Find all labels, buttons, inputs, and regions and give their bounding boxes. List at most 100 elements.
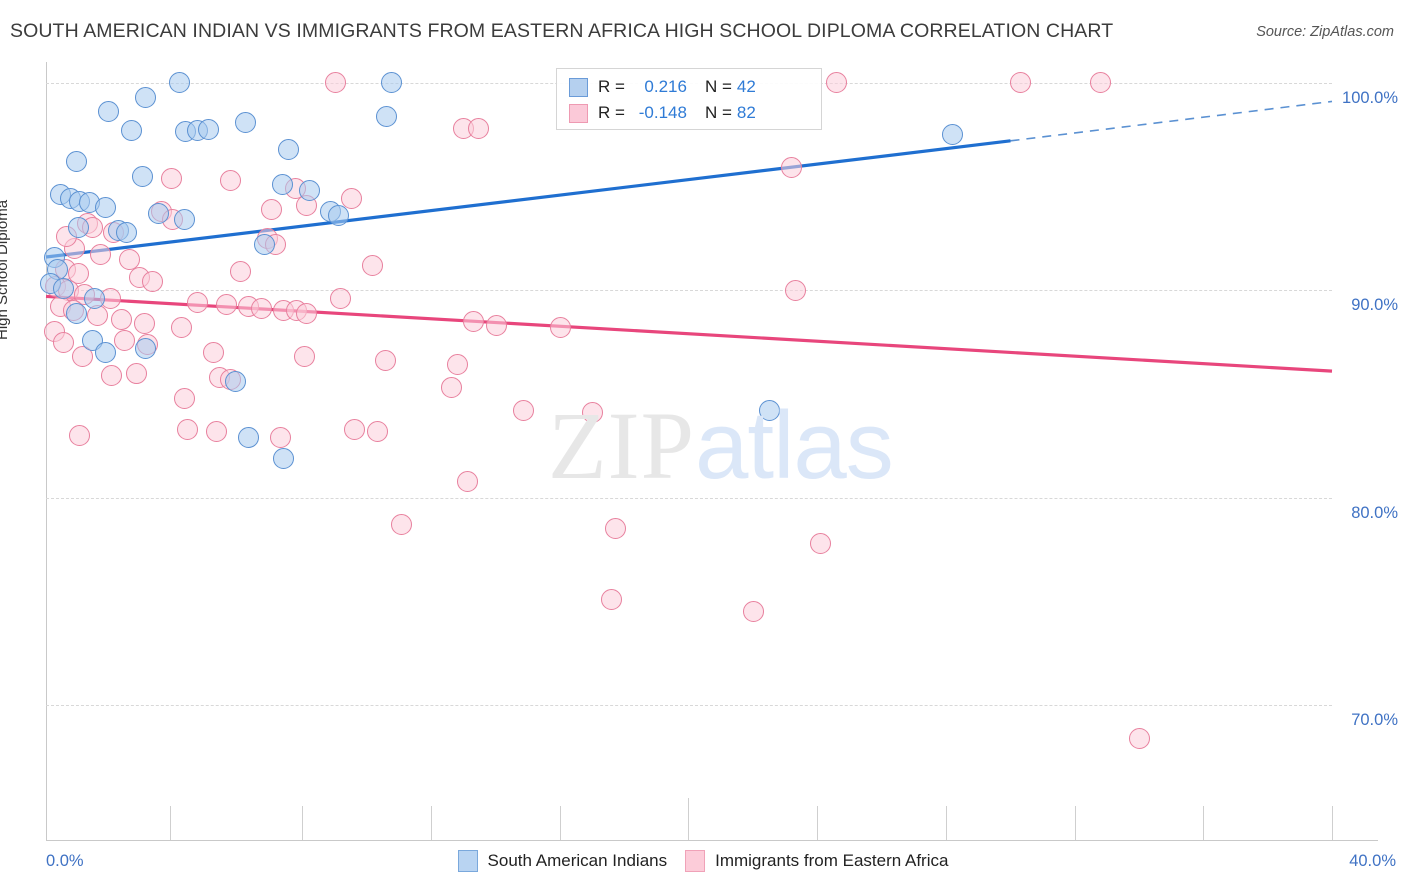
data-point [90, 244, 112, 266]
data-point [131, 165, 153, 187]
y-axis-tick-label: 100.0% [1342, 88, 1398, 107]
data-point [329, 288, 351, 309]
data-point [381, 72, 403, 94]
x-axis-tick [688, 798, 689, 840]
data-point [826, 72, 848, 94]
data-point [344, 418, 366, 440]
series2-r-label: R = [598, 103, 625, 122]
gridline [46, 497, 1332, 499]
data-point [168, 72, 190, 94]
data-point [205, 420, 227, 442]
data-point [173, 387, 195, 409]
data-point [238, 427, 260, 448]
data-point [1128, 727, 1150, 749]
data-point [120, 119, 142, 141]
x-axis-tick [1075, 806, 1076, 840]
legend-swatch-pink-icon [685, 850, 706, 872]
data-point [148, 202, 170, 224]
data-point [67, 263, 89, 285]
data-point [254, 234, 276, 256]
data-point [186, 292, 208, 314]
y-axis-tick-label: 80.0% [1351, 503, 1398, 522]
plot-area [40, 62, 1333, 840]
data-point [114, 329, 136, 351]
data-point [230, 261, 251, 283]
data-point [135, 86, 157, 108]
source-label: Source: ZipAtlas.com [1256, 24, 1394, 40]
data-point [271, 173, 293, 195]
data-point [111, 308, 133, 330]
data-point [173, 209, 195, 231]
data-point [225, 370, 247, 392]
series2-r-value: -0.148 [638, 103, 687, 122]
gridline [46, 290, 1332, 292]
data-point [176, 418, 198, 440]
x-axis-tick [560, 806, 561, 840]
data-point [456, 470, 478, 492]
data-point [67, 217, 89, 239]
series1-r-value: 0.216 [644, 77, 687, 96]
data-point [170, 317, 192, 339]
data-point [447, 354, 469, 376]
series1-swatch-icon [569, 77, 588, 97]
x-axis-tick [302, 806, 303, 840]
data-point [601, 588, 623, 610]
x-axis-tick [1332, 806, 1333, 840]
legend-label-series2: Immigrants from Eastern Africa [715, 851, 949, 870]
data-point [101, 364, 123, 386]
chart-legend: South American Indians Immigrants from E… [0, 850, 1406, 872]
data-point [549, 317, 571, 339]
data-point [215, 294, 237, 316]
series1-n-value: 42 [736, 77, 756, 96]
data-point [94, 341, 116, 363]
data-point [742, 601, 764, 623]
data-point [125, 362, 147, 384]
data-point [440, 377, 462, 399]
data-point [278, 138, 300, 160]
data-point [294, 346, 316, 368]
data-point [390, 514, 412, 536]
x-axis-max-label: 40.0% [1349, 852, 1396, 870]
series1-n-label: N = [704, 77, 732, 96]
x-axis-line [46, 840, 1378, 841]
page-title: SOUTH AMERICAN INDIAN VS IMMIGRANTS FROM… [10, 20, 1114, 42]
data-point [463, 310, 485, 332]
data-point [160, 167, 182, 189]
data-point [299, 180, 321, 202]
data-point [1009, 72, 1031, 94]
data-point [376, 106, 398, 128]
data-point [340, 188, 362, 210]
data-point [273, 447, 295, 469]
y-axis-line [46, 62, 47, 840]
data-point [374, 350, 396, 372]
data-point [83, 288, 105, 309]
data-point [141, 271, 163, 293]
series2-n-label: N = [704, 103, 732, 122]
x-axis-tick [1203, 806, 1204, 840]
x-axis-tick [817, 806, 818, 840]
data-point [942, 124, 964, 146]
data-point [202, 341, 224, 363]
y-axis-title: High School Diploma [0, 199, 11, 340]
data-point [361, 254, 383, 276]
y-axis-tick-label: 70.0% [1351, 711, 1398, 730]
data-point [234, 111, 256, 133]
legend-swatch-blue-icon [457, 850, 478, 872]
legend-item-south-american-indians[interactable]: South American Indians [457, 850, 667, 872]
gridline [46, 705, 1332, 707]
y-axis-tick-label: 90.0% [1351, 296, 1398, 315]
legend-item-immigrants-eastern-africa[interactable]: Immigrants from Eastern Africa [685, 850, 948, 872]
trend-line-series1-projection [1010, 100, 1333, 142]
data-point [366, 420, 388, 442]
x-axis-min-label: 0.0% [46, 852, 84, 870]
data-point [94, 196, 116, 218]
data-point [66, 151, 88, 173]
data-point [270, 427, 292, 448]
data-point [250, 298, 272, 320]
data-point [53, 277, 75, 299]
data-point [512, 400, 534, 422]
series1-r-label: R = [598, 77, 625, 96]
data-point [784, 279, 806, 301]
x-axis-tick [946, 806, 947, 840]
